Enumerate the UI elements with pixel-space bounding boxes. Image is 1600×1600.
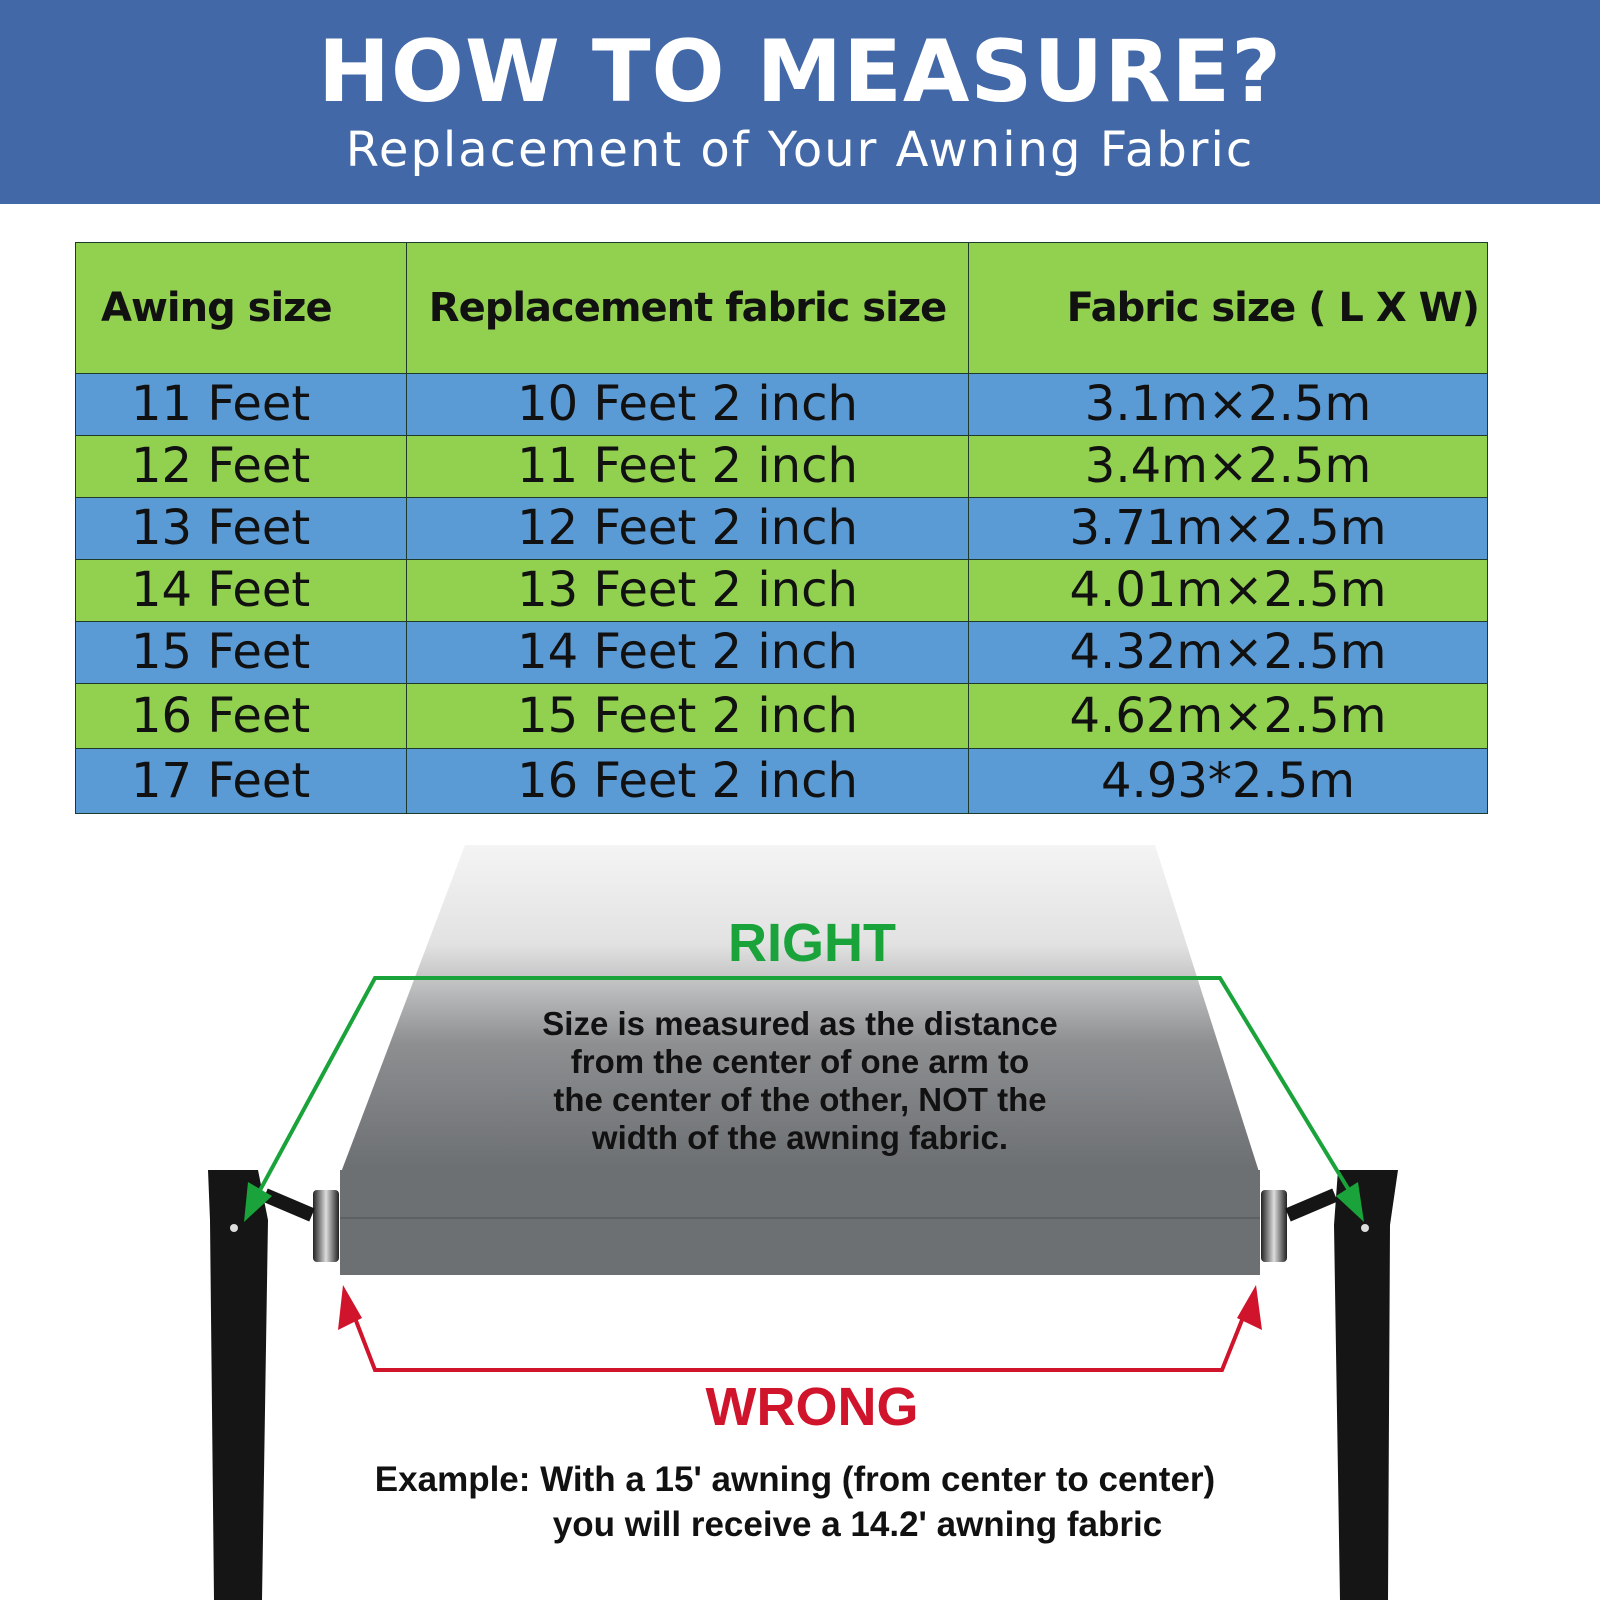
right-measure-line <box>250 976 1360 1207</box>
cell-replacement-size: 13 Feet 2 inch <box>406 559 969 622</box>
cell-replacement-size: 12 Feet 2 inch <box>406 497 969 560</box>
example-line: Example: With a 15' awning (from center … <box>374 1460 1216 1499</box>
cell-fabric-size: 4.01m×2.5m <box>968 559 1488 622</box>
cell-fabric-size: 3.1m×2.5m <box>968 373 1488 436</box>
explanation-line: the center of the other, NOT the <box>553 1081 1047 1118</box>
cell-awning-size: 16 Feet <box>75 683 407 749</box>
explanation-line: Size is measured as the distance <box>542 1005 1058 1042</box>
example-line: you will receive a 14.2' awning fabric <box>552 1505 1163 1544</box>
page-subtitle: Replacement of Your Awning Fabric <box>345 122 1255 178</box>
cell-replacement-size: 15 Feet 2 inch <box>406 683 969 749</box>
awning-fabric <box>340 845 1260 1175</box>
cell-awning-size: 15 Feet <box>75 621 407 684</box>
cell-awning-size: 14 Feet <box>75 559 407 622</box>
table-row: 13 Feet 12 Feet 2 inch 3.71m×2.5m <box>75 497 1488 560</box>
cell-replacement-size: 11 Feet 2 inch <box>406 435 969 498</box>
wrong-measure-line <box>346 1299 1252 1372</box>
explanation-line: width of the awning fabric. <box>591 1119 1009 1156</box>
cell-awning-size: 17 Feet <box>75 748 407 814</box>
table-header-row: Awing size Replacement fabric size Fabri… <box>75 242 1488 374</box>
table-row: 12 Feet 11 Feet 2 inch 3.4m×2.5m <box>75 435 1488 498</box>
cell-awning-size: 13 Feet <box>75 497 407 560</box>
cell-replacement-size: 10 Feet 2 inch <box>406 373 969 436</box>
fabric-roll <box>340 1170 1260 1275</box>
header-fabric-size: Fabric size ( L X W) <box>968 242 1488 374</box>
cell-fabric-size: 3.4m×2.5m <box>968 435 1488 498</box>
explanation-line: from the center of one arm to <box>570 1043 1030 1080</box>
cell-fabric-size: 4.93*2.5m <box>968 748 1488 814</box>
wrong-label: WRONG <box>705 1377 919 1437</box>
cell-fabric-size: 3.71m×2.5m <box>968 497 1488 560</box>
banner: HOW TO MEASURE? Replacement of Your Awni… <box>0 0 1600 204</box>
red-arrowhead-right <box>1237 1285 1262 1330</box>
table-row: 15 Feet 14 Feet 2 inch 4.32m×2.5m <box>75 621 1488 684</box>
cell-fabric-size: 4.32m×2.5m <box>968 621 1488 684</box>
table-row: 11 Feet 10 Feet 2 inch 3.1m×2.5m <box>75 373 1488 436</box>
right-label: RIGHT <box>728 913 896 973</box>
roller-end-left <box>313 1190 339 1262</box>
cell-replacement-size: 16 Feet 2 inch <box>406 748 969 814</box>
table-row: 17 Feet 16 Feet 2 inch 4.93*2.5m <box>75 748 1488 814</box>
green-arrowhead-right <box>1336 1182 1364 1222</box>
page-title: HOW TO MEASURE? <box>317 22 1283 122</box>
red-arrowhead-left <box>338 1285 362 1330</box>
cell-fabric-size: 4.62m×2.5m <box>968 683 1488 749</box>
arm-left <box>208 1170 268 1600</box>
table-row: 14 Feet 13 Feet 2 inch 4.01m×2.5m <box>75 559 1488 622</box>
roller-end-right <box>1261 1190 1287 1262</box>
table-row: 16 Feet 15 Feet 2 inch 4.62m×2.5m <box>75 683 1488 749</box>
green-arrowhead-left <box>244 1182 272 1222</box>
arm-right <box>1334 1170 1398 1600</box>
size-table: Awing size Replacement fabric size Fabri… <box>75 242 1488 814</box>
cell-awning-size: 11 Feet <box>75 373 407 436</box>
